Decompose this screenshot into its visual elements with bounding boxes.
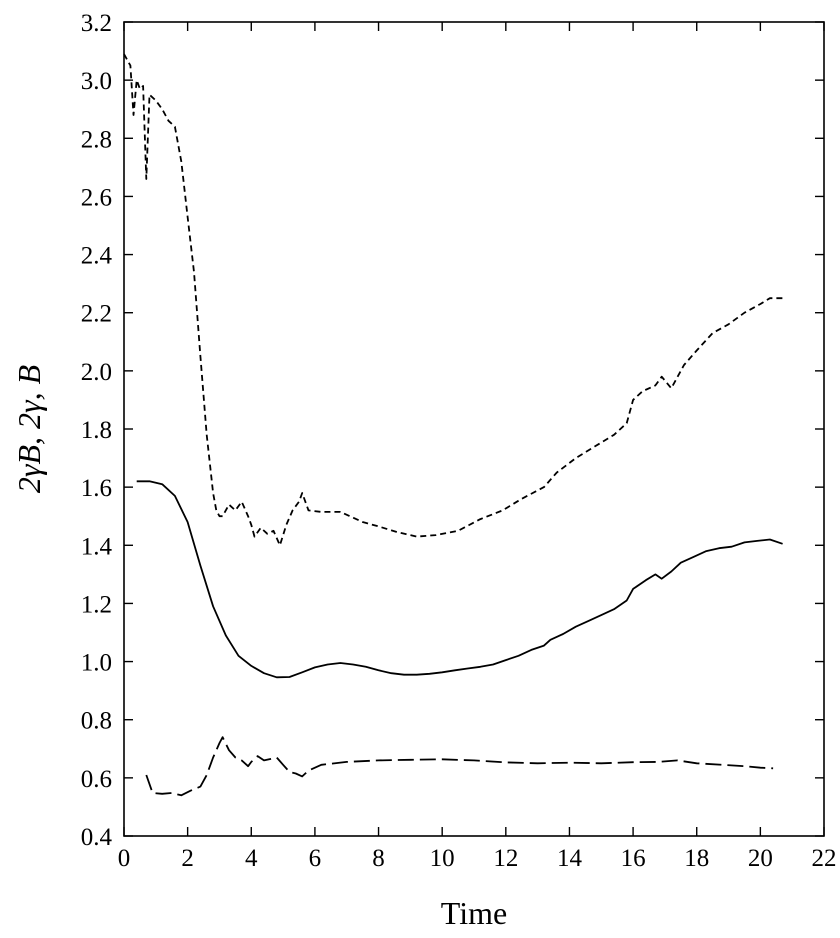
x-tick-label: 10 [430,845,455,872]
series-line-2 [123,53,783,547]
x-tick-label: 4 [245,845,258,872]
y-tick-label: 2.2 [81,301,112,328]
y-tick-label: 1.2 [81,591,112,618]
y-tick-label: 3.0 [81,68,112,95]
y-tick-label: 2.8 [81,126,112,153]
series-line-3 [145,736,774,797]
y-tick-label: 2.0 [81,359,112,386]
x-tick-label: 14 [557,845,583,872]
x-tick-label: 18 [684,845,709,872]
x-axis-title: Time [441,895,507,931]
y-tick-label: 2.6 [81,184,112,211]
x-tick-label: 12 [493,845,518,872]
y-axis-ticks: 0.4 0.6 0.8 1.0 1.2 1.4 1.6 1.8 2.0 2.2 2.4 2.6 2.8 3… [81,10,824,851]
x-tick-label: 2 [181,845,194,872]
x-tick-label: 20 [748,845,773,872]
y-tick-label: 1.8 [81,417,112,444]
x-tick-label: 8 [372,845,385,872]
y-tick-label: 0.4 [81,824,113,851]
y-tick-label: 1.0 [81,650,112,677]
y-axis-title: 2γB, 2γ, B [11,365,47,493]
y-tick-label: 1.4 [81,533,113,560]
series-layer [123,53,783,797]
x-tick-label: 16 [621,845,646,872]
plot-frame [123,21,825,837]
y-tick-label: 0.8 [81,708,112,735]
x-axis-ticks: 0 2 4 6 8 10 12 14 16 18 20 22 [118,22,837,872]
x-tick-label: 22 [812,845,837,872]
x-tick-label: 0 [118,845,131,872]
y-tick-label: 2.4 [81,243,113,270]
y-tick-label: 1.6 [81,475,112,502]
x-tick-label: 6 [309,845,322,872]
series-line-1 [136,480,783,679]
y-tick-label: 3.2 [81,10,112,37]
y-tick-label: 0.6 [81,766,112,793]
